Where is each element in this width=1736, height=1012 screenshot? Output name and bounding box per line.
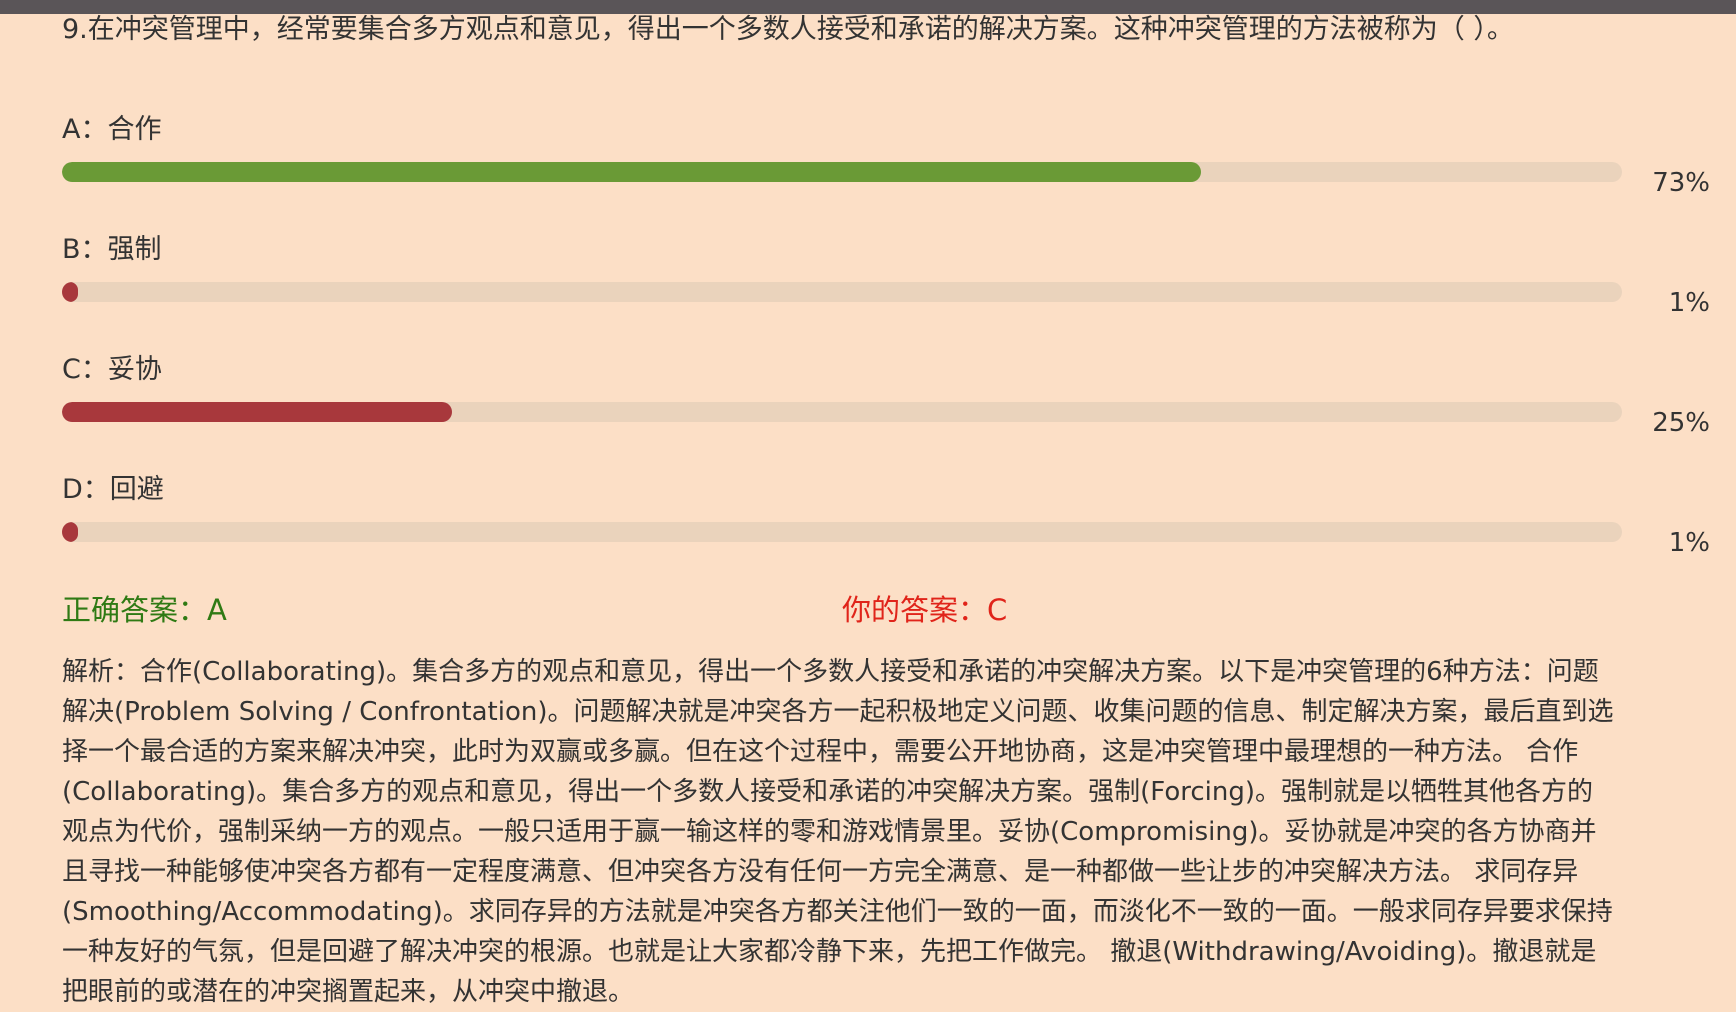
window-top-bar	[0, 0, 1736, 14]
correct-answer: 正确答案：A	[62, 593, 227, 627]
answer-summary: 正确答案：A 你的答案：C	[62, 590, 1662, 630]
percent-label: 1%	[1668, 528, 1710, 558]
option-label: B：强制	[62, 234, 162, 265]
progress-fill	[62, 162, 1201, 182]
option-a: A：合作 73%	[62, 112, 1710, 212]
option-b: B：强制 1%	[62, 232, 1710, 332]
progress-track	[62, 522, 1622, 542]
option-label: D：回避	[62, 474, 164, 505]
progress-track	[62, 282, 1622, 302]
your-answer: 你的答案：C	[842, 593, 1008, 627]
progress-fill	[62, 282, 78, 302]
percent-label: 25%	[1652, 408, 1710, 438]
progress-track	[62, 162, 1622, 182]
progress-fill	[62, 402, 452, 422]
question-text: 9.在冲突管理中，经常要集合多方观点和意见，得出一个多数人接受和承诺的解决方案。…	[62, 14, 1514, 45]
option-label: C：妥协	[62, 354, 162, 385]
option-c: C：妥协 25%	[62, 352, 1710, 452]
progress-track	[62, 402, 1622, 422]
percent-label: 1%	[1668, 288, 1710, 318]
analysis-text: 解析：合作(Collaborating)。集合多方的观点和意见，得出一个多数人接…	[62, 657, 1614, 1007]
option-label: A：合作	[62, 114, 162, 145]
option-d: D：回避 1%	[62, 472, 1710, 572]
progress-fill	[62, 522, 78, 542]
percent-label: 73%	[1652, 168, 1710, 198]
question-result-panel: 9.在冲突管理中，经常要集合多方观点和意见，得出一个多数人接受和承诺的解决方案。…	[62, 0, 1710, 1007]
